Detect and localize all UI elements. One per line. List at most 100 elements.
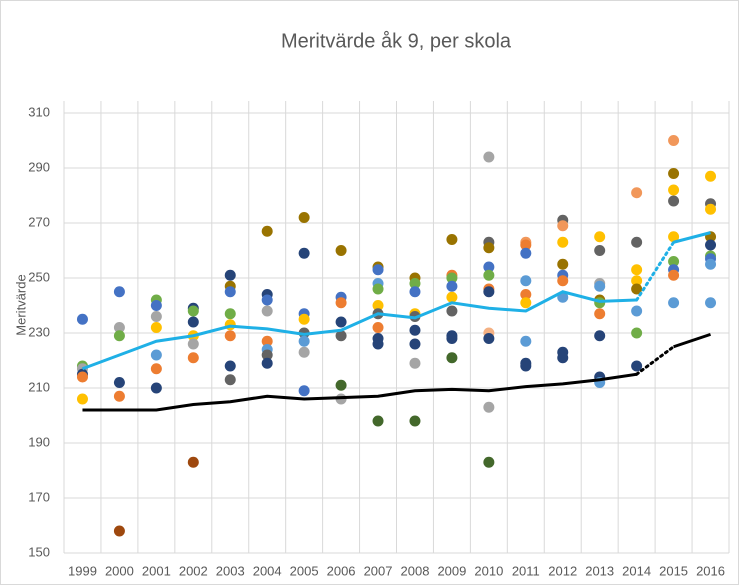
school-point	[594, 245, 606, 256]
school-point	[483, 456, 495, 468]
school-point	[520, 247, 532, 259]
x-tick-label: 2009	[437, 563, 466, 578]
y-tick-label: 250	[28, 269, 50, 284]
school-point	[150, 349, 162, 361]
school-point	[705, 258, 717, 270]
school-point	[446, 352, 458, 364]
school-point	[150, 382, 162, 394]
school-point	[520, 360, 532, 372]
x-tick-label: 2014	[622, 563, 651, 578]
school-point	[372, 264, 384, 276]
x-tick-label: 2006	[327, 563, 356, 578]
school-point	[631, 275, 643, 287]
school-point	[261, 349, 273, 361]
school-point	[150, 322, 162, 333]
school-point	[668, 269, 680, 281]
school-point	[631, 264, 643, 276]
y-tick-label: 290	[28, 159, 50, 174]
school-point	[594, 280, 606, 292]
school-point	[113, 330, 125, 342]
y-tick-label: 210	[28, 379, 50, 394]
school-point	[520, 335, 532, 347]
school-point	[76, 393, 88, 405]
x-tick-label: 2002	[179, 563, 208, 578]
school-point	[224, 269, 236, 281]
school-point	[446, 333, 458, 344]
school-point	[668, 168, 680, 179]
school-point	[298, 247, 310, 259]
series-line	[81, 290, 637, 371]
school-point	[335, 330, 347, 342]
y-tick-label: 190	[28, 434, 50, 449]
school-point	[187, 338, 199, 350]
school-point	[372, 338, 384, 350]
school-point	[224, 374, 236, 386]
x-tick-label: 2005	[290, 563, 319, 578]
school-point	[557, 258, 569, 270]
school-point	[224, 360, 236, 372]
school-point	[113, 377, 125, 388]
school-point	[668, 256, 680, 267]
x-tick-label: 2013	[585, 563, 614, 578]
school-point	[224, 308, 236, 320]
school-point	[557, 275, 569, 287]
school-point	[668, 231, 680, 243]
school-point	[668, 184, 680, 196]
school-point	[705, 203, 717, 215]
school-point	[187, 316, 199, 328]
school-point	[372, 322, 384, 333]
school-point	[631, 327, 643, 339]
school-point	[483, 242, 495, 254]
school-point	[557, 236, 569, 248]
school-point	[594, 308, 606, 320]
series-line	[635, 240, 676, 302]
school-point	[705, 297, 717, 309]
school-point	[705, 239, 717, 251]
school-point	[483, 151, 495, 163]
school-point	[224, 286, 236, 298]
x-tick-label: 2011	[512, 563, 540, 578]
school-point	[409, 286, 421, 298]
school-point	[409, 415, 421, 427]
school-point	[557, 220, 569, 232]
x-tick-label: 2001	[142, 563, 171, 578]
x-tick-label: 2003	[216, 563, 245, 578]
school-point	[594, 231, 606, 243]
school-point	[631, 305, 643, 317]
y-tick-label: 230	[28, 324, 50, 339]
x-tick-label: 2012	[548, 563, 577, 578]
x-tick-label: 2000	[105, 563, 134, 578]
y-tick-label: 270	[28, 214, 50, 229]
school-point	[483, 286, 495, 298]
school-point	[150, 311, 162, 322]
school-point	[446, 280, 458, 292]
school-point	[76, 313, 88, 325]
school-point	[483, 269, 495, 281]
school-point	[668, 195, 680, 207]
school-point	[224, 330, 236, 342]
school-point	[335, 379, 347, 391]
school-point	[150, 363, 162, 375]
school-point	[446, 291, 458, 303]
school-point	[187, 456, 199, 468]
school-point	[298, 212, 310, 223]
school-point	[631, 187, 643, 199]
y-tick-label: 310	[28, 104, 50, 119]
x-tick-label: 2008	[401, 563, 430, 578]
school-point	[520, 239, 532, 251]
school-point	[372, 283, 384, 295]
school-point	[113, 390, 125, 402]
school-point	[594, 330, 606, 342]
school-point	[446, 272, 458, 284]
school-point	[705, 170, 717, 182]
school-point	[298, 335, 310, 347]
school-point	[520, 289, 532, 300]
x-tick-label: 2010	[474, 563, 503, 578]
school-point	[187, 352, 199, 364]
school-point	[261, 357, 273, 369]
school-point	[113, 525, 125, 537]
school-point	[668, 297, 680, 309]
series-line	[673, 332, 712, 349]
school-point	[113, 322, 125, 333]
